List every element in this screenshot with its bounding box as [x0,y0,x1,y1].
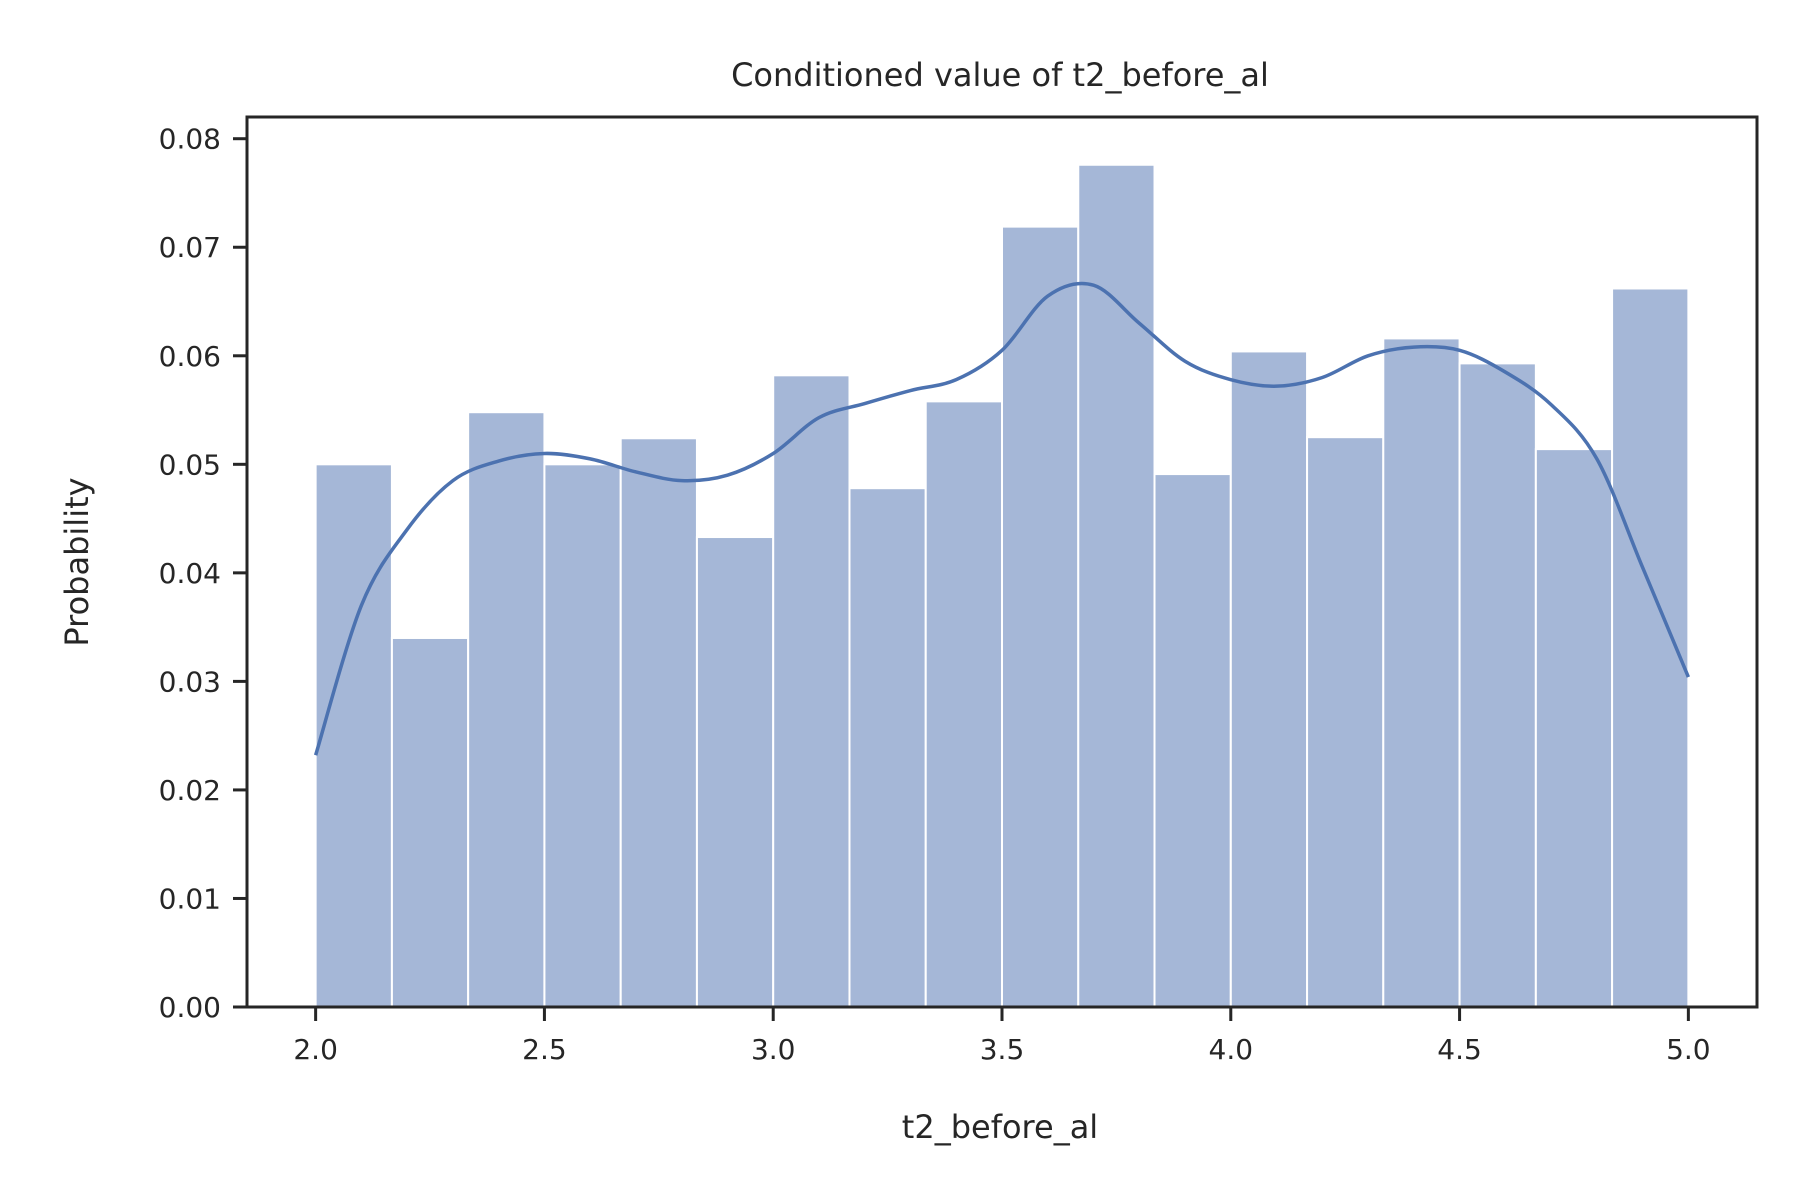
histogram-bar [1534,448,1614,1008]
histogram-bar [1001,225,1080,1008]
y-axis-title: Probability [58,477,96,646]
y-tick-label: 0.00 [159,991,221,1024]
x-tick-label: 3.0 [751,1033,796,1066]
x-tick-label: 4.5 [1437,1033,1482,1066]
kde-line [313,281,1690,756]
y-axis-ticks: 0.00 0.01 0.02 0.03 0.04 0.05 0.06 0.07 0.08 [159,123,247,1024]
y-tick-label: 0.08 [159,123,221,156]
histogram-bar [314,463,393,1008]
bars-group [314,163,1690,1009]
histogram-bar [543,463,622,1008]
histogram-bar [1229,350,1309,1008]
histogram-bar [924,400,1003,1008]
histogram-bar [848,487,927,1008]
x-tick-label: 5.0 [1666,1033,1711,1066]
x-tick-label: 2.5 [522,1033,567,1066]
y-tick-label: 0.02 [159,774,221,807]
histogram-bar [390,636,470,1008]
histogram-bar [695,536,775,1008]
y-tick-label: 0.06 [159,340,221,373]
chart-title: Conditioned value of t2_before_al [731,56,1269,94]
y-tick-label: 0.01 [159,882,221,915]
histogram-bar [772,374,851,1008]
histogram-bar [1458,362,1537,1008]
histogram-bar [1077,163,1156,1008]
x-tick-label: 2.0 [293,1033,338,1066]
x-tick-label: 4.0 [1209,1033,1254,1066]
histogram-bar [1153,473,1232,1008]
y-tick-label: 0.07 [159,231,221,264]
histogram-bar [1306,436,1385,1008]
y-tick-label: 0.04 [159,557,221,590]
histogram-bar [467,411,546,1009]
y-tick-label: 0.05 [159,448,221,481]
histogram-bar [1382,337,1461,1009]
x-tick-label: 3.5 [980,1033,1025,1066]
y-tick-label: 0.03 [159,665,221,698]
histogram-bar [619,437,698,1008]
x-axis-title: t2_before_al [902,1108,1098,1146]
x-axis-ticks: 2.0 2.5 3.0 3.5 4.0 4.5 5.0 [293,1007,1711,1066]
